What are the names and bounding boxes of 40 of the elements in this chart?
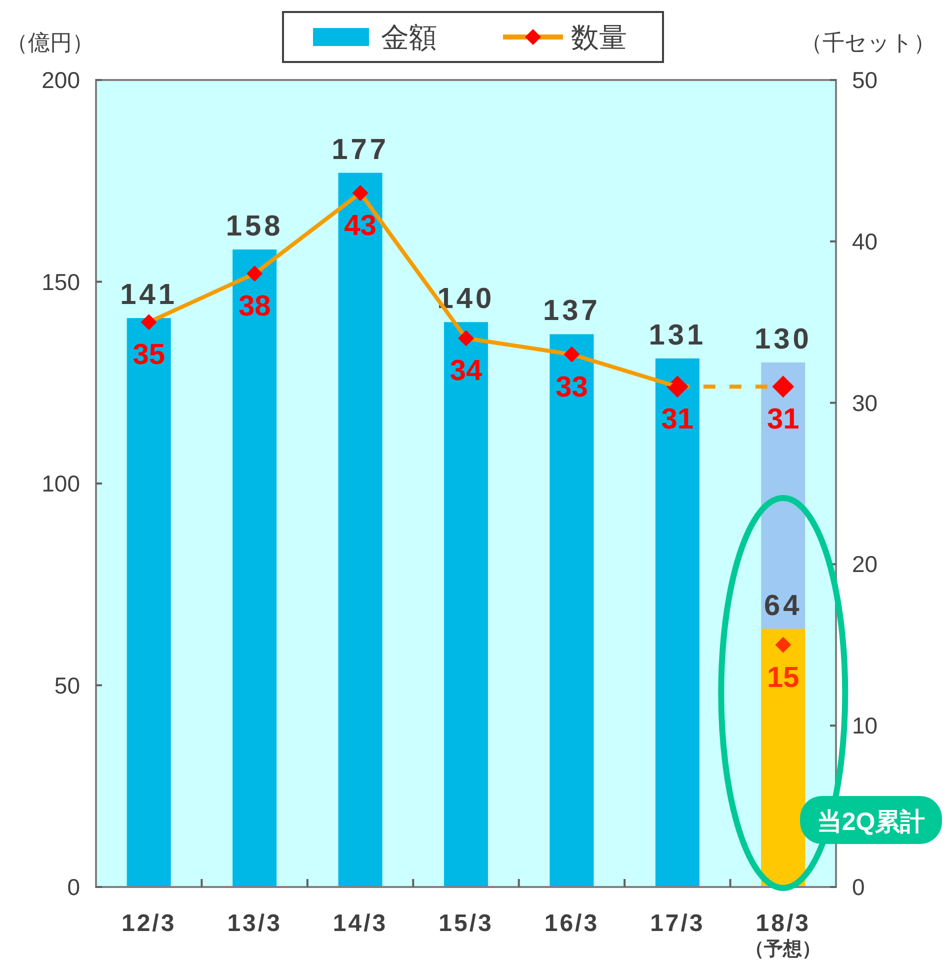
data-label: 43 [344, 210, 376, 242]
legend-label: 金額 [381, 22, 437, 53]
data-label: 158 [226, 210, 284, 242]
y-tick-label: 50 [54, 672, 80, 698]
x-tick-label: 15/3 [438, 910, 494, 937]
data-label: 140 [437, 283, 495, 316]
x-tick-label: 13/3 [227, 910, 282, 937]
data-label: 177 [332, 134, 389, 166]
y2-tick-label: 50 [852, 67, 878, 93]
y-tick-label: 200 [42, 67, 80, 93]
data-label: 131 [648, 319, 706, 352]
x-tick-label: 17/3 [650, 910, 705, 937]
data-label: 34 [450, 355, 482, 388]
y-tick-label: 100 [42, 470, 80, 496]
y2-tick-label: 40 [852, 228, 878, 254]
x-tick-label: 18/3 （予想） [745, 910, 822, 960]
y-tick-label: 0 [67, 874, 80, 900]
y2-tick-label: 30 [852, 390, 878, 416]
y-tick-label: 150 [42, 268, 80, 295]
data-label: 141 [120, 279, 178, 312]
legend-label: 数量 [571, 22, 627, 53]
point [775, 636, 792, 653]
y2-tick-label: 0 [852, 874, 865, 900]
x-tick-label: 14/3 [332, 910, 388, 937]
data-label: 35 [132, 339, 165, 372]
x-tick-label: 12/3 [122, 910, 176, 937]
data-label: 31 [661, 404, 694, 436]
y2-axis-title: （千セット） [800, 30, 936, 55]
y2-tick-label: 10 [852, 712, 878, 739]
annotation: 当2Q累計 [816, 808, 926, 836]
data-label: 64 [764, 590, 802, 622]
data-label: 31 [767, 404, 800, 436]
y-axis-title: （億円） [6, 30, 94, 55]
data-label: 38 [238, 290, 271, 323]
data-label: 137 [543, 295, 600, 328]
y2-tick-label: 20 [852, 551, 878, 578]
x-tick-label: 16/3 [544, 910, 600, 937]
data-label: 130 [754, 323, 812, 356]
data-label: 15 [767, 662, 800, 694]
data-label: 33 [556, 371, 588, 404]
